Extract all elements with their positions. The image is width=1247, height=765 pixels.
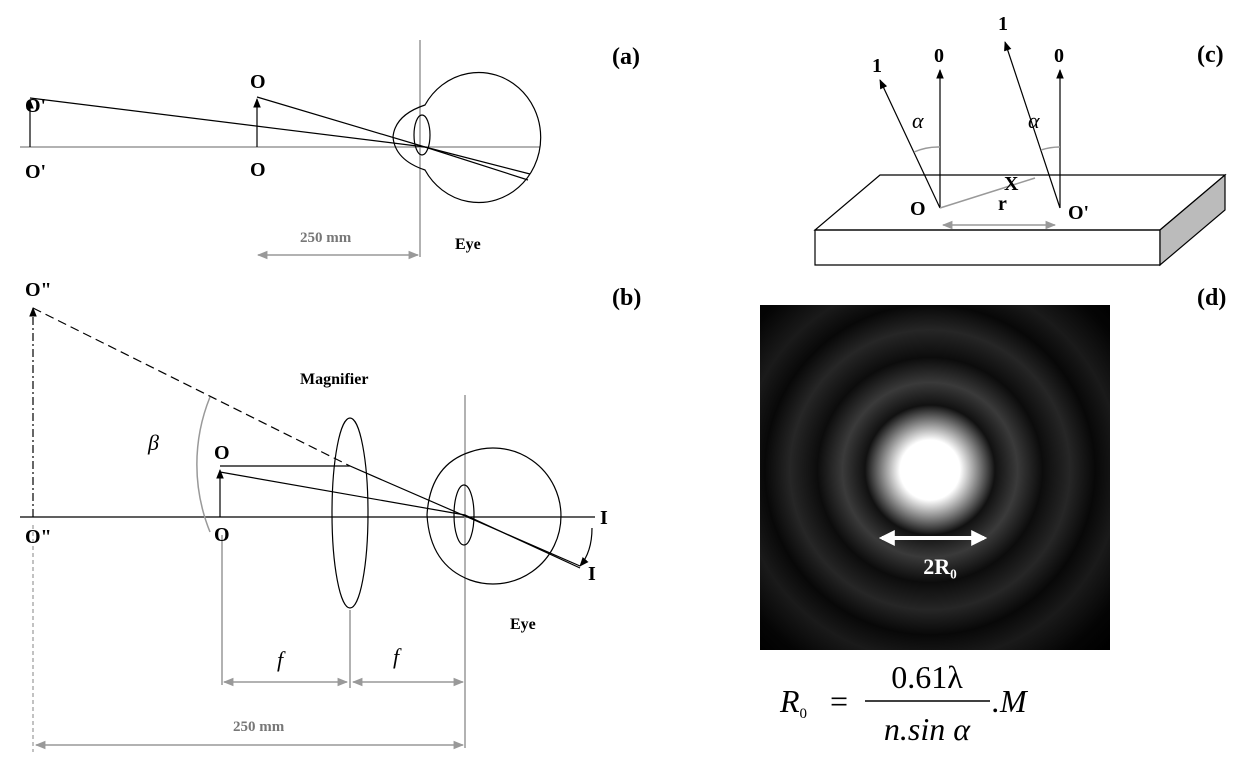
eye [393, 73, 541, 203]
formula-equals: = [830, 683, 848, 719]
ray-label: 0 [1054, 45, 1064, 67]
point-label: O' [1068, 202, 1089, 224]
angle-arc [1041, 147, 1060, 150]
formula: R0 = 0.61λ n.sin α .M [779, 659, 1029, 747]
angle-label: α [1028, 108, 1040, 133]
point-label: O" [25, 526, 52, 548]
figure: (a) O' O' O O 250 mm Eye (b) O" O" Magni… [0, 0, 1247, 765]
formula-numerator: 0.61λ [891, 659, 963, 695]
angle-label: β [147, 430, 159, 455]
airy-pattern [760, 305, 1110, 650]
formula-denominator: n.sin α [884, 711, 971, 747]
image-arrow [580, 528, 592, 566]
formula-suffix: .M [992, 683, 1029, 719]
point-label: O' [25, 161, 46, 183]
point-label: O" [25, 279, 52, 301]
point-label: O [250, 159, 266, 181]
angle-arc [197, 397, 210, 532]
panel-label: (c) [1197, 42, 1224, 68]
panel-label: (d) [1197, 285, 1226, 311]
slab-front [815, 230, 1160, 265]
point-label: I [588, 563, 596, 585]
point-label: I [600, 507, 608, 529]
focal-label: f [277, 647, 286, 672]
formula-symbol: R [779, 683, 800, 719]
ray [220, 472, 580, 568]
panel-label: (b) [612, 285, 641, 311]
distance-label: 250 mm [233, 719, 285, 735]
magnifier-label: Magnifier [300, 371, 368, 388]
focal-label: f [393, 644, 402, 669]
panel-a: (a) O' O' O O 250 mm Eye [20, 40, 640, 257]
panel-label: (a) [612, 44, 640, 70]
diameter-label: 2R₀ [923, 554, 957, 579]
panel-b: (b) O" O" Magnifier β O O I I f f 250 mm… [20, 279, 641, 752]
panel-d: 2R₀ (d) R0 = 0.61λ n.sin α .M [760, 285, 1226, 747]
ray [880, 80, 940, 208]
point-label: O [214, 442, 230, 464]
panel-c: (c) 1 0 1 0 α α X O O' r [815, 13, 1225, 265]
point-label: O [250, 71, 266, 93]
angle-arc [914, 147, 940, 152]
magnifier-lens [332, 418, 368, 608]
distance-label: 250 mm [300, 230, 352, 246]
eye-label: Eye [455, 236, 481, 253]
ray-label: 1 [998, 13, 1008, 35]
ray-label: 0 [934, 45, 944, 67]
formula-lhs: R0 [779, 683, 807, 722]
formula-subscript: 0 [800, 706, 808, 722]
ray-label: 1 [872, 55, 882, 77]
eye-label: Eye [510, 616, 536, 633]
point-label: O [214, 524, 230, 546]
point-label: O' [25, 95, 46, 117]
point-label: X [1004, 173, 1019, 195]
separation-label: r [998, 193, 1007, 215]
point-label: O [910, 198, 926, 220]
ray [30, 98, 528, 180]
slab-side [1160, 175, 1225, 265]
path-line [940, 178, 1035, 208]
angle-label: α [912, 108, 924, 133]
eye-lens [414, 115, 430, 155]
eye [427, 448, 561, 584]
